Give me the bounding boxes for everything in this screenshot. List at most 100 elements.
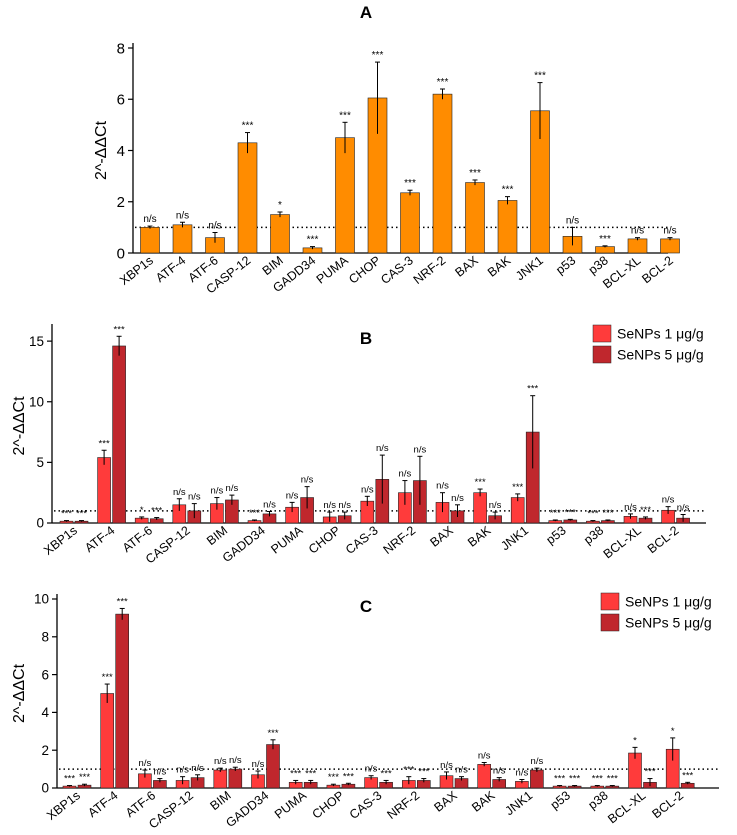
significance-label: *** xyxy=(587,509,598,520)
x-tick-label: ATF-4 xyxy=(82,523,117,555)
significance-label: *** xyxy=(403,765,414,776)
y-axis-title: 2^-ΔΔCt xyxy=(11,663,28,723)
bar xyxy=(172,224,193,254)
significance-label: n/s xyxy=(399,469,412,480)
legend: SeNPs 1 μg/g SeNPs 5 μg/g xyxy=(592,324,704,364)
x-tick-label: PUMA xyxy=(272,788,310,822)
significance-label: *** xyxy=(550,508,561,519)
x-tick-label: BCL-2 xyxy=(650,788,687,821)
significance-label: *** xyxy=(117,596,128,607)
significance-label: n/s xyxy=(662,495,675,506)
x-tick-label: p38 xyxy=(586,253,611,277)
significance-label: n/s xyxy=(154,767,167,778)
bar xyxy=(530,769,544,789)
significance-label: n/s xyxy=(252,759,265,770)
significance-label: n/s xyxy=(361,484,374,495)
significance-label: n/s xyxy=(173,487,186,498)
bar xyxy=(477,764,492,789)
significance-label: *** xyxy=(644,767,655,778)
y-tick-label: 0 xyxy=(41,781,49,796)
significance-label: *** xyxy=(527,384,538,395)
legend: SeNPs 1 μg/g SeNPs 5 μg/g xyxy=(600,592,712,632)
y-tick-label: 15 xyxy=(29,334,44,349)
bar xyxy=(497,200,518,254)
y-tick-label: 4 xyxy=(117,143,125,160)
significance-label: *** xyxy=(381,768,392,779)
x-tick-label: BAX xyxy=(453,253,482,280)
significance-label: *** xyxy=(114,324,125,335)
x-tick-label: BAK xyxy=(485,253,514,280)
x-tick-label: p53 xyxy=(544,523,569,547)
y-tick-label: 10 xyxy=(29,394,44,409)
significance-label: *** xyxy=(569,774,580,785)
y-tick-label: 4 xyxy=(41,705,49,720)
significance-label: n/s xyxy=(376,443,389,454)
y-tick-label: 8 xyxy=(117,40,125,57)
significance-label: n/s xyxy=(139,758,152,769)
significance-label: n/s xyxy=(191,763,204,774)
significance-label: n/s xyxy=(176,210,189,221)
y-tick-label: 0 xyxy=(117,245,125,262)
x-tick-label: p53 xyxy=(553,253,578,277)
bar xyxy=(270,214,290,254)
significance-label: n/s xyxy=(455,765,468,776)
bar xyxy=(213,769,228,789)
significance-label: *** xyxy=(61,509,72,520)
bar xyxy=(237,142,258,254)
x-tick-label: NRF-2 xyxy=(411,253,449,287)
y-tick-label: 2 xyxy=(117,194,125,211)
x-tick-label: XBP1s xyxy=(41,523,80,558)
significance-label: *** xyxy=(469,168,481,179)
x-tick-label: BIM xyxy=(208,788,234,813)
significance-label: *** xyxy=(242,121,254,132)
significance-label: n/s xyxy=(493,766,506,777)
significance-label: n/s xyxy=(176,765,189,776)
significance-label: n/s xyxy=(211,486,224,497)
bar xyxy=(595,246,615,254)
significance-label: n/s xyxy=(436,481,449,492)
x-tick-label: BCL-XL xyxy=(600,253,643,291)
x-tick-label: CHOP xyxy=(310,788,347,821)
significance-label: *** xyxy=(64,774,75,785)
panel-title: B xyxy=(360,329,372,348)
significance-label: *** xyxy=(305,768,316,779)
significance-label: *** xyxy=(343,771,354,782)
bar xyxy=(432,93,453,254)
panel-a: A024682^-ΔΔCtn/sXBP1sn/sATF-4n/sATF-6***… xyxy=(93,3,680,296)
bar xyxy=(112,345,126,524)
significance-label: n/s xyxy=(677,503,690,514)
significance-label: n/s xyxy=(631,226,644,237)
significance-label: *** xyxy=(607,774,618,785)
x-tick-label: NRF-2 xyxy=(385,788,423,822)
significance-label: *** xyxy=(554,774,565,785)
x-tick-label: BCL-2 xyxy=(639,253,676,286)
significance-label: n/s xyxy=(143,214,156,225)
x-tick-label: CHOP xyxy=(346,253,383,286)
legend-label: SeNPs 5 μg/g xyxy=(625,615,712,631)
significance-label: *** xyxy=(339,110,351,121)
significance-label: *** xyxy=(512,482,523,493)
x-tick-label: CAS-3 xyxy=(378,253,416,287)
significance-label: n/s xyxy=(229,755,242,766)
x-tick-label: PUMA xyxy=(314,253,352,287)
significance-label: *** xyxy=(267,728,278,739)
bar xyxy=(97,457,111,524)
significance-label: n/s xyxy=(566,215,579,226)
bar xyxy=(400,192,420,254)
significance-label: *** xyxy=(76,509,87,520)
significance-label: *** xyxy=(437,77,449,88)
bar xyxy=(140,227,160,254)
x-tick-label: ATF-4 xyxy=(85,788,120,820)
significance-label: * xyxy=(633,735,637,746)
significance-label: n/s xyxy=(451,493,464,504)
significance-label: * xyxy=(140,505,144,516)
significance-label: n/s xyxy=(188,492,201,503)
y-tick-label: 10 xyxy=(34,592,49,607)
y-tick-label: 6 xyxy=(41,667,49,682)
x-tick-label: NRF-2 xyxy=(381,523,419,557)
panel-title: A xyxy=(360,3,372,22)
significance-label: n/s xyxy=(214,756,227,767)
x-tick-label: PUMA xyxy=(268,523,306,557)
